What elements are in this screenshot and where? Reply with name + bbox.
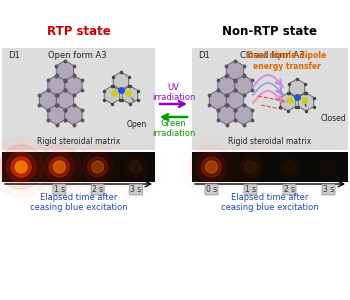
Circle shape xyxy=(15,161,27,173)
Text: Elapsed time after
ceasing blue excitation: Elapsed time after ceasing blue excitati… xyxy=(30,193,127,212)
Circle shape xyxy=(196,152,226,182)
Circle shape xyxy=(53,161,65,173)
Polygon shape xyxy=(48,75,65,95)
Polygon shape xyxy=(218,105,235,125)
Polygon shape xyxy=(122,86,138,104)
Text: Closed form A3: Closed form A3 xyxy=(240,51,304,60)
Text: 2 s: 2 s xyxy=(92,185,103,194)
Circle shape xyxy=(6,152,36,182)
Bar xyxy=(270,152,309,182)
Text: Green
irradiation: Green irradiation xyxy=(152,119,195,138)
Text: Rigid steroidal matrix: Rigid steroidal matrix xyxy=(228,137,312,146)
Text: 1 s: 1 s xyxy=(54,185,65,194)
Polygon shape xyxy=(113,72,129,90)
Bar xyxy=(2,48,155,150)
Polygon shape xyxy=(235,105,252,125)
Bar xyxy=(78,152,117,182)
Bar xyxy=(40,152,78,182)
Polygon shape xyxy=(218,75,235,95)
Text: Open form A3: Open form A3 xyxy=(48,51,106,60)
Polygon shape xyxy=(289,79,305,97)
Polygon shape xyxy=(65,75,82,95)
Circle shape xyxy=(92,161,104,173)
Text: Dual dipole-dipole: Dual dipole-dipole xyxy=(247,51,327,60)
Text: UV
irradiation: UV irradiation xyxy=(152,82,195,102)
Circle shape xyxy=(205,161,217,173)
Circle shape xyxy=(240,157,260,177)
Bar xyxy=(309,152,348,182)
Polygon shape xyxy=(48,105,65,125)
Text: D1: D1 xyxy=(198,51,210,60)
Text: Open: Open xyxy=(127,120,147,129)
Text: Non-RTP state: Non-RTP state xyxy=(223,25,317,38)
Text: 0 s: 0 s xyxy=(206,185,217,194)
Polygon shape xyxy=(104,86,120,104)
Polygon shape xyxy=(39,90,57,110)
Bar xyxy=(2,152,40,182)
Text: 3 s: 3 s xyxy=(323,185,334,194)
Circle shape xyxy=(88,157,108,177)
Text: 2 s: 2 s xyxy=(284,185,295,194)
Circle shape xyxy=(37,145,81,189)
Text: energy transfer: energy transfer xyxy=(253,62,321,71)
Polygon shape xyxy=(298,93,314,111)
Text: Rigid steroidal matrix: Rigid steroidal matrix xyxy=(37,137,120,146)
Bar xyxy=(192,48,348,150)
Polygon shape xyxy=(209,90,227,110)
Polygon shape xyxy=(280,93,296,111)
Bar xyxy=(117,152,155,182)
Text: RTP state: RTP state xyxy=(47,25,110,38)
Circle shape xyxy=(11,157,31,177)
Polygon shape xyxy=(226,61,244,81)
Bar xyxy=(192,152,231,182)
Bar xyxy=(231,152,270,182)
Circle shape xyxy=(44,152,74,182)
Text: Closed: Closed xyxy=(320,114,346,123)
Text: D1: D1 xyxy=(8,51,20,60)
Circle shape xyxy=(202,157,222,177)
Text: Elapsed time after
ceasing blue excitation: Elapsed time after ceasing blue excitati… xyxy=(221,193,319,212)
Polygon shape xyxy=(65,105,82,125)
Polygon shape xyxy=(235,75,252,95)
Polygon shape xyxy=(56,61,74,81)
Text: 3 s: 3 s xyxy=(130,185,141,194)
Polygon shape xyxy=(226,90,244,110)
Circle shape xyxy=(49,157,69,177)
Circle shape xyxy=(130,161,142,173)
Circle shape xyxy=(245,161,257,173)
Circle shape xyxy=(83,152,113,182)
Circle shape xyxy=(0,145,43,189)
Text: 1 s: 1 s xyxy=(245,185,256,194)
Polygon shape xyxy=(56,90,74,110)
